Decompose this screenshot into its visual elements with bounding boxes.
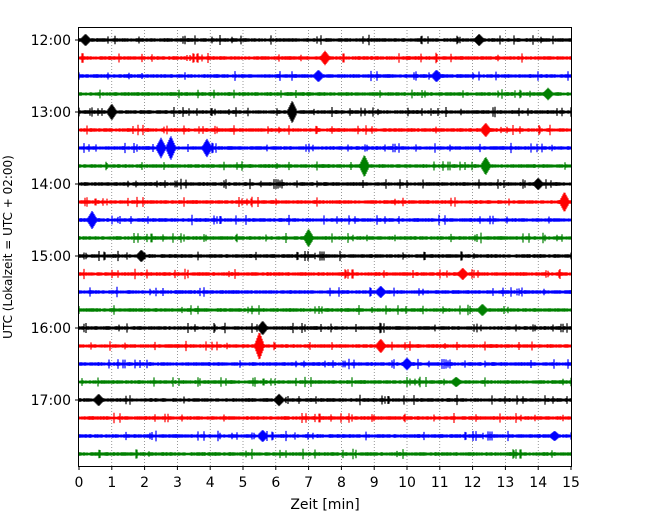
x-tick-label: 11 bbox=[431, 475, 449, 491]
x-tick-label: 1 bbox=[107, 475, 116, 491]
x-tick-label: 13 bbox=[496, 475, 514, 491]
x-axis: 0 1 2 3 4 5 6 7 8 9 10 11 12 13 14 15 bbox=[75, 466, 580, 491]
y-axis: 12:00 13:00 14:00 15:00 16:00 17:00 bbox=[31, 33, 79, 409]
y-tick-label: 13:00 bbox=[31, 105, 71, 121]
x-tick-label: 8 bbox=[337, 475, 346, 491]
x-tick-label: 2 bbox=[140, 475, 149, 491]
x-tick-label: 4 bbox=[206, 475, 215, 491]
y-tick-label: 17:00 bbox=[31, 393, 71, 409]
plot-frame bbox=[78, 27, 572, 467]
y-tick-label: 12:00 bbox=[31, 33, 71, 49]
x-tick-label: 3 bbox=[173, 475, 182, 491]
x-tick-label: 15 bbox=[562, 475, 580, 491]
x-axis-label: Zeit [min] bbox=[290, 497, 359, 513]
x-tick-label: 10 bbox=[398, 475, 416, 491]
x-tick-label: 12 bbox=[464, 475, 482, 491]
x-tick-label: 5 bbox=[239, 475, 248, 491]
x-tick-label: 7 bbox=[304, 475, 313, 491]
x-tick-label: 6 bbox=[271, 475, 280, 491]
y-tick-label: 15:00 bbox=[31, 249, 71, 265]
x-tick-label: 9 bbox=[370, 475, 379, 491]
y-tick-label: 14:00 bbox=[31, 177, 71, 193]
y-axis-label: UTC (Lokalzeit = UTC + 02:00) bbox=[1, 155, 15, 339]
x-tick-label: 14 bbox=[529, 475, 547, 491]
y-tick-label: 16:00 bbox=[31, 321, 71, 337]
x-tick-label: 0 bbox=[75, 475, 84, 491]
